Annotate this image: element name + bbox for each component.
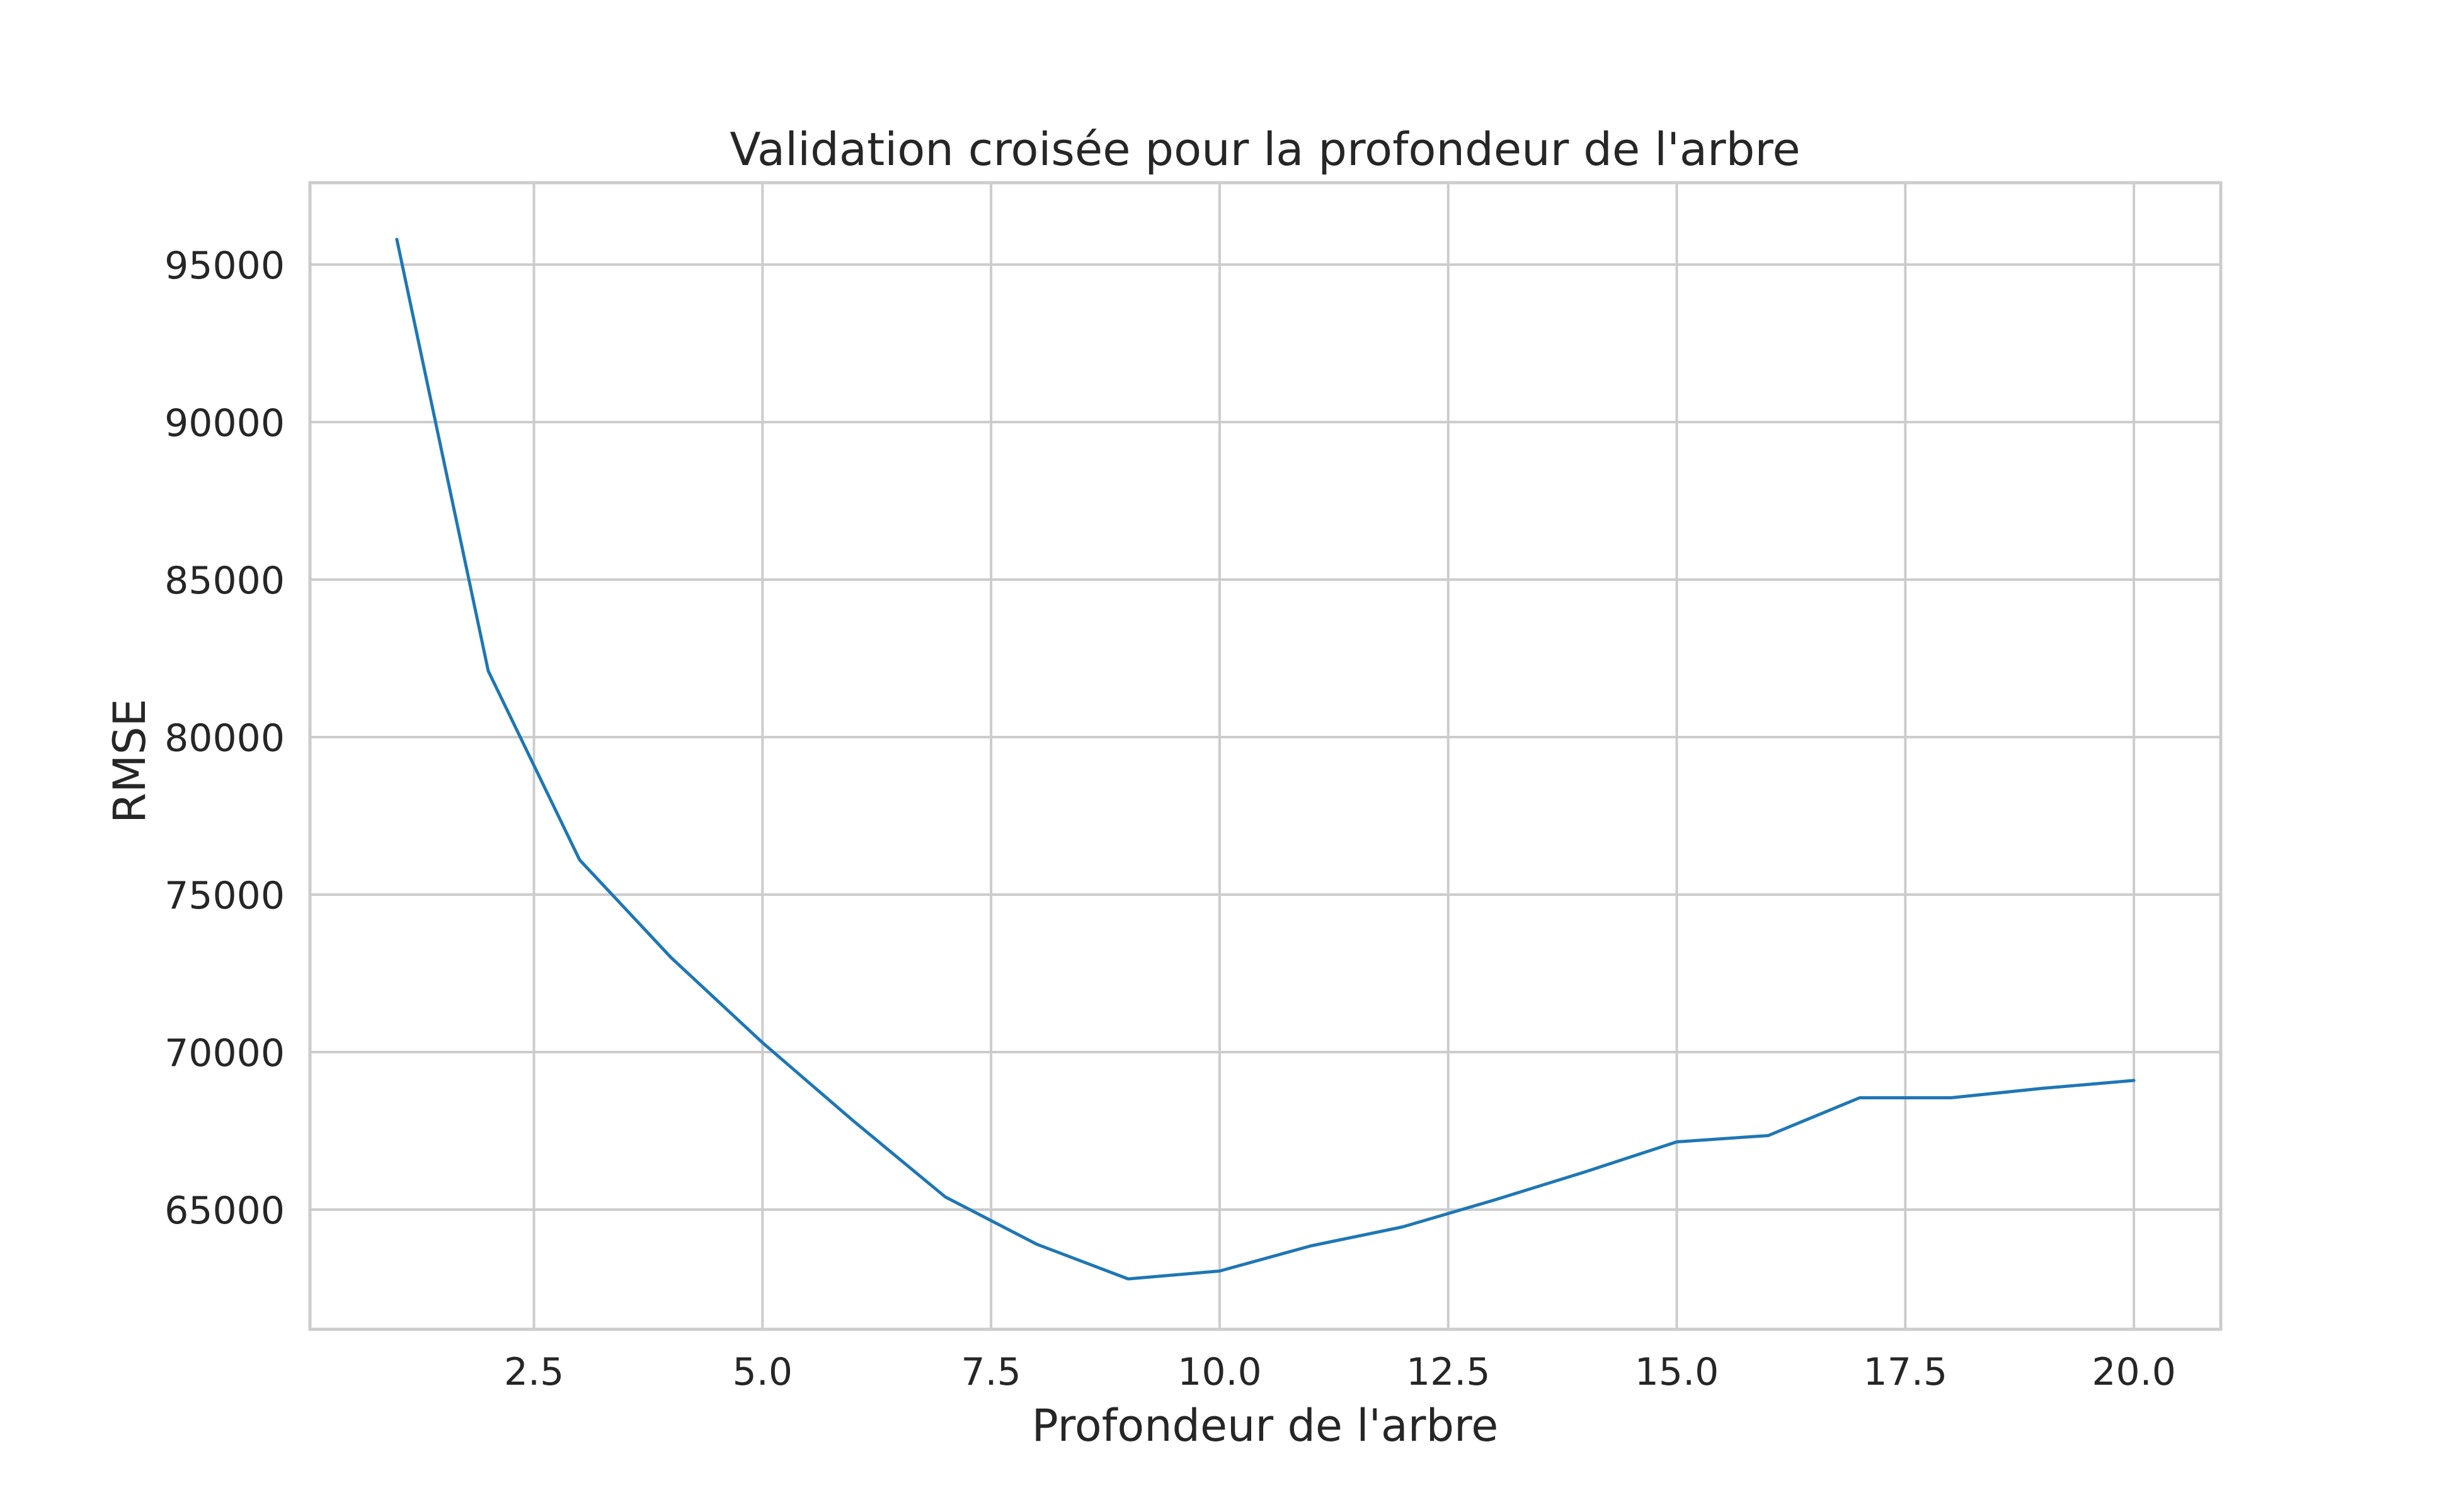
- plot-frame: [308, 181, 2223, 1331]
- x-tick-label: 5.0: [733, 1350, 793, 1394]
- y-tick-label: 80000: [164, 716, 285, 760]
- x-tick-label: 12.5: [1406, 1350, 1491, 1394]
- y-tick-labels: 65000 70000 75000 80000 85000 90000 95000: [164, 244, 285, 1233]
- series-layer: [395, 238, 2136, 1281]
- x-axis-title: Profondeur de l'arbre: [1032, 1400, 1499, 1452]
- x-tick-label: 7.5: [961, 1350, 1021, 1394]
- y-tick-label: 95000: [164, 244, 285, 288]
- y-tick-label: 90000: [164, 401, 285, 445]
- series-line: [395, 238, 2136, 1281]
- x-tick-labels: 2.5 5.0 7.5 10.0 12.5 15.0 17.5 20.0: [504, 1350, 2176, 1394]
- y-axis-title: RMSE: [104, 699, 156, 823]
- y-tick-label: 75000: [164, 874, 285, 918]
- y-gridlines: [310, 263, 2221, 1211]
- x-tick-label: 17.5: [1864, 1350, 1948, 1394]
- y-tick-label: 85000: [164, 559, 285, 603]
- y-tick-label: 70000: [164, 1031, 285, 1075]
- x-tick-label: 15.0: [1635, 1350, 1719, 1394]
- x-tick-label: 2.5: [504, 1350, 564, 1394]
- x-tick-label: 20.0: [2092, 1350, 2176, 1394]
- chart-title: Validation croisée pour la profondeur de…: [730, 123, 1800, 176]
- x-tick-label: 10.0: [1177, 1350, 1262, 1394]
- y-tick-label: 65000: [164, 1189, 285, 1233]
- x-gridlines: [532, 183, 2136, 1329]
